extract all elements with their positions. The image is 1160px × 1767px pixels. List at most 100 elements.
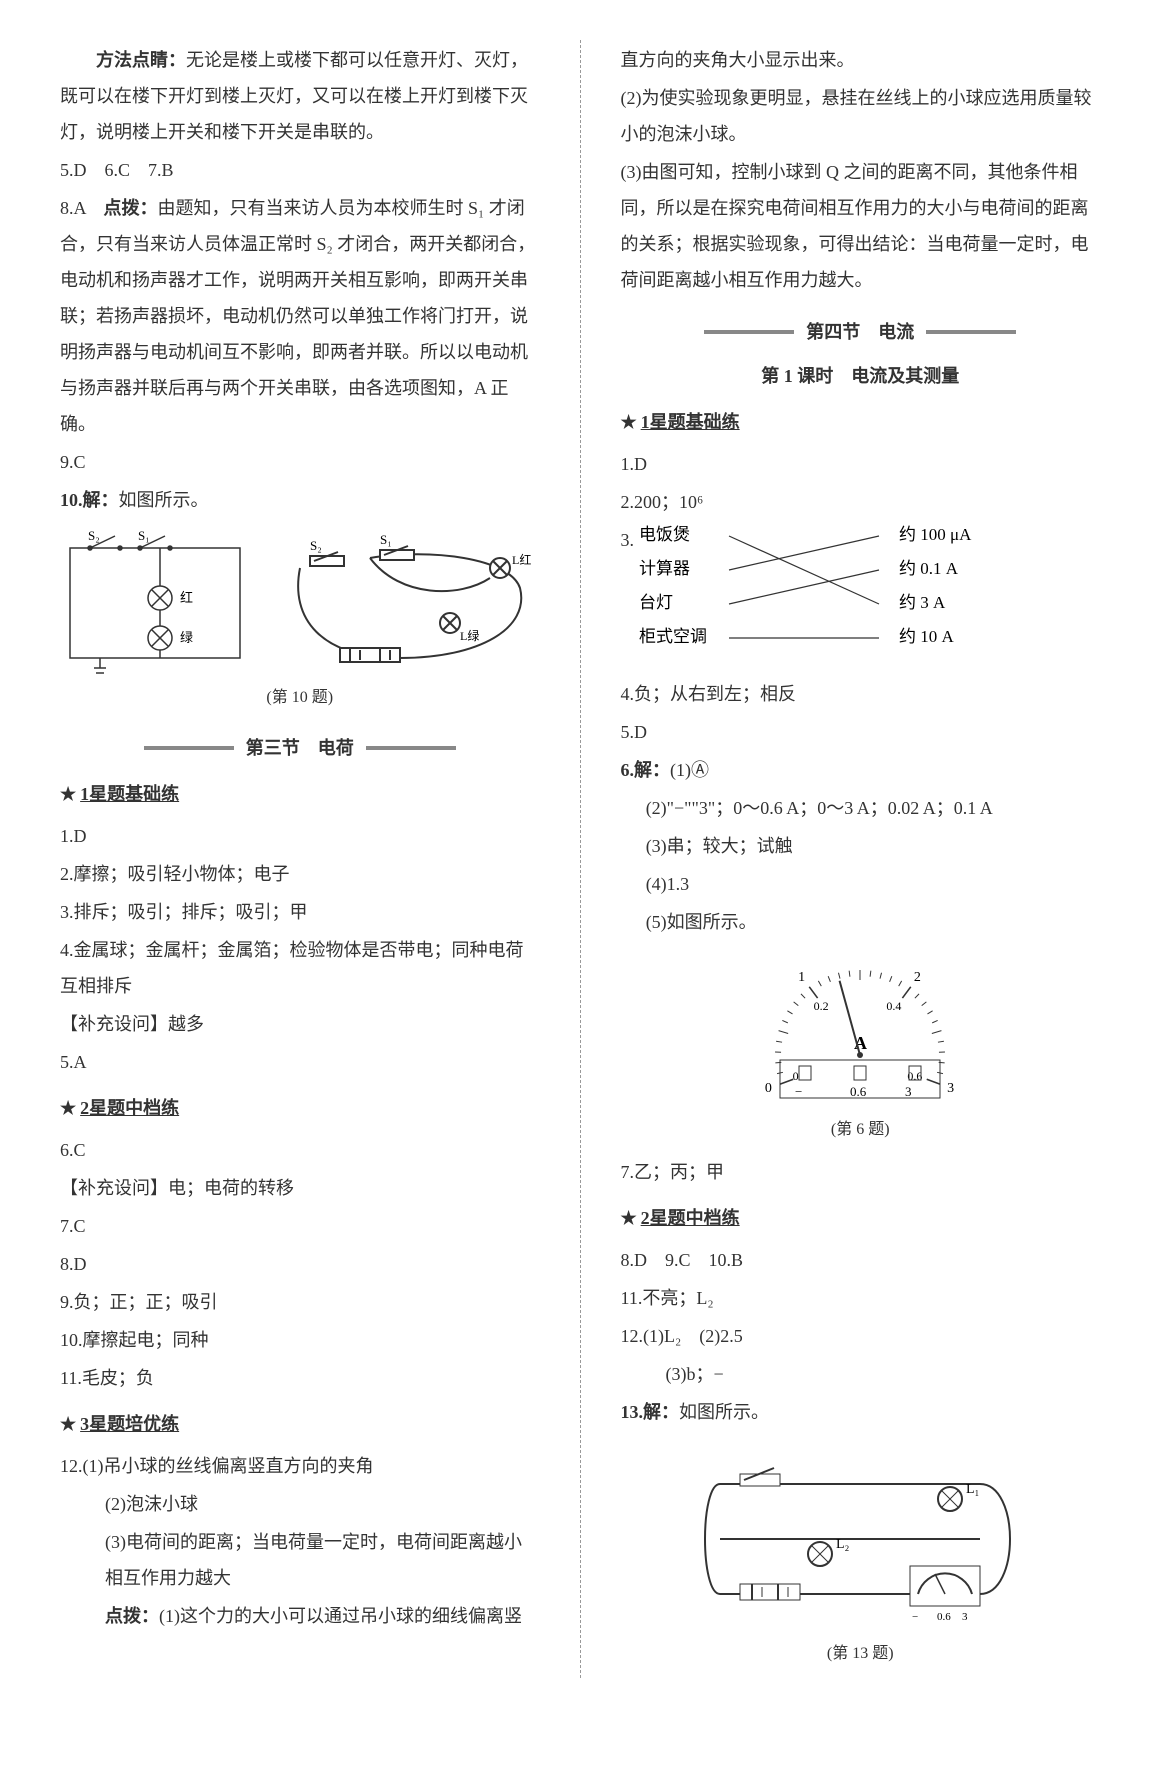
svg-text:0.6: 0.6 [908,1069,923,1083]
s1-label: S₁ [138,528,150,543]
hint-label: 点拨： [105,1606,159,1626]
s2-label: S₂ [88,528,100,543]
q6-head: 6.解： [621,760,671,780]
star2-heading: ★2星题中档练 [60,1090,540,1126]
r-q4: 4.负；从右到左；相反 [621,676,1101,712]
svg-text:0: 0 [765,1081,772,1096]
right-column: 直方向的夹角大小显示出来。 (2)为使实验现象更明显，悬挂在丝线上的小球应选用质… [621,40,1101,1678]
fig10-caption: (第 10 题) [60,682,540,714]
q10: 10.解：如图所示。 [60,482,540,518]
cont2: (2)为使实验现象更明显，悬挂在丝线上的小球应选用质量较小的泡沫小球。 [621,80,1101,152]
rule-icon [926,330,1016,334]
svg-text:3: 3 [905,1084,912,1099]
s3-q1: 1.D [60,818,540,854]
r-q12-2: (3)b；− [621,1356,1101,1392]
q10-text: 如图所示。 [119,490,209,510]
section4-text: 第四节 电流 [806,314,914,350]
s3-supp1: 【补充设问】越多 [60,1006,540,1042]
q13-label: 13.解： [621,1402,680,1422]
s3-q11: 11.毛皮；负 [60,1360,540,1396]
method-paragraph: 方法点睛：无论是楼上或楼下都可以任意开灯、灭灯，既可以在楼下开灯到楼上灭灯，又可… [60,42,540,150]
q6-3: (3)串；较大；试触 [621,828,1101,864]
svg-text:0.4: 0.4 [887,999,902,1013]
s3-q12-hint: 点拨：(1)这个力的大小可以通过吊小球的细线偏离竖 [60,1598,540,1634]
s3-supp2: 【补充设问】电；电荷的转移 [60,1170,540,1206]
svg-text:约 100 μA: 约 100 μA [899,525,972,544]
r-star1-text: 1星题基础练 [641,404,740,440]
star3-text: 3星题培优练 [80,1406,179,1442]
svg-text:计算器: 计算器 [639,559,690,578]
r-q2: 2.200；10⁶ [621,484,1101,520]
r-q5: 5.D [621,714,1101,750]
red-label: 红 [180,590,193,605]
r-q6: 6.解：(1)Ⓐ [621,752,1101,788]
s2b-label: S₂ [310,538,322,553]
svg-text:L₂: L₂ [836,1537,850,1552]
star2-text: 2星题中档练 [80,1090,179,1126]
q6-2: (2)"−""3"；0～0.6 A；0～3 A；0.02 A；0.1 A [621,790,1101,826]
svg-text:0.6: 0.6 [937,1611,951,1623]
star-icon: ★ [60,1406,76,1442]
cont1: 直方向的夹角大小显示出来。 [621,42,1101,78]
section3-text: 第三节 电荷 [246,730,354,766]
rule-icon [366,746,456,750]
q10-circuits: S₂ S₁ 红 绿 [60,528,540,678]
s3-q4: 4.金属球；金属杆；金属箔；检验物体是否带电；同种电荷互相排斥 [60,932,540,1004]
star-icon: ★ [60,1090,76,1126]
star1-text: 1星题基础练 [80,776,179,812]
section4-title: 第四节 电流 [621,314,1101,350]
r-star2-heading: ★2星题中档练 [621,1200,1101,1236]
s3-q10: 10.摩擦起电；同种 [60,1322,540,1358]
star-icon: ★ [621,1200,637,1236]
svg-text:3: 3 [947,1081,954,1096]
r-q13: 13.解：如图所示。 [621,1394,1101,1430]
q13-text: 如图所示。 [679,1402,769,1422]
lred-label: L红 [512,552,531,567]
fig6-caption: (第 6 题) [621,1114,1101,1146]
s3-q2: 2.摩擦；吸引轻小物体；电子 [60,856,540,892]
svg-text:约 3 A: 约 3 A [899,593,946,612]
svg-text:约 0.1 A: 约 0.1 A [899,559,959,578]
column-divider [580,40,581,1678]
left-column: 方法点睛：无论是楼上或楼下都可以任意开灯、灭灯，既可以在楼下开灯到楼上灭灯，又可… [60,40,540,1678]
q8-text: 由题知，只有当来访人员为本校师生时 S₁ 才闭合，只有当来访人员体温正常时 S₂… [60,198,535,434]
star-icon: ★ [60,776,76,812]
method-label: 方法点睛： [96,50,186,70]
s3-q12-1: 12.(1)吊小球的丝线偏离竖直方向的夹角 [60,1448,540,1484]
q8-num: 8.A [60,198,104,218]
svg-text:−: − [795,1084,802,1099]
r-q3: 3. 电饭煲计算器台灯柜式空调约 100 μA约 0.1 A约 3 A约 10 … [621,522,1101,674]
svg-text:0.6: 0.6 [850,1084,867,1099]
svg-text:约 10 A: 约 10 A [899,627,954,646]
r-q12-1: 12.(1)L₂ (2)2.5 [621,1318,1101,1354]
star3-heading: ★3星题培优练 [60,1406,540,1442]
s3-q12-2: (2)泡沫小球 [60,1486,540,1522]
svg-text:电饭煲: 电饭煲 [639,525,690,544]
svg-text:0: 0 [793,1069,799,1083]
star-icon: ★ [621,404,637,440]
q6-1: (1)Ⓐ [670,760,709,780]
s3-q9: 9.负；正；正；吸引 [60,1284,540,1320]
s3-q6: 6.C [60,1132,540,1168]
rule-icon [704,330,794,334]
s3-q3: 3.排斥；吸引；排斥；吸引；甲 [60,894,540,930]
q8-label: 点拨： [104,198,158,218]
q6-5: (5)如图所示。 [621,904,1101,940]
s3-q12-3: (3)电荷间的距离；当电荷量一定时，电荷间距离越小相互作用力越大 [60,1524,540,1596]
circuit-right: S₂ S₁ L红 L绿 [280,528,540,678]
svg-text:0.2: 0.2 [814,999,829,1013]
q6-4: (4)1.3 [621,866,1101,902]
circuit-left: S₂ S₁ 红 绿 [60,528,260,678]
r-star1-heading: ★1星题基础练 [621,404,1101,440]
q5-7: 5.D 6.C 7.B [60,152,540,188]
circuit-icon: L₁L₂−0.63 [680,1444,1040,1634]
fig13-caption: (第 13 题) [621,1638,1101,1670]
svg-text:柜式空调: 柜式空调 [639,627,707,646]
r-q8-10: 8.D 9.C 10.B [621,1242,1101,1278]
svg-text:2: 2 [914,970,921,985]
q3-prefix: 3. [621,530,635,550]
section3-title: 第三节 电荷 [60,730,540,766]
circuit13-figure: L₁L₂−0.63 [621,1444,1101,1634]
star1-heading: ★1星题基础练 [60,776,540,812]
r-q11: 11.不亮；L₂ [621,1280,1101,1316]
